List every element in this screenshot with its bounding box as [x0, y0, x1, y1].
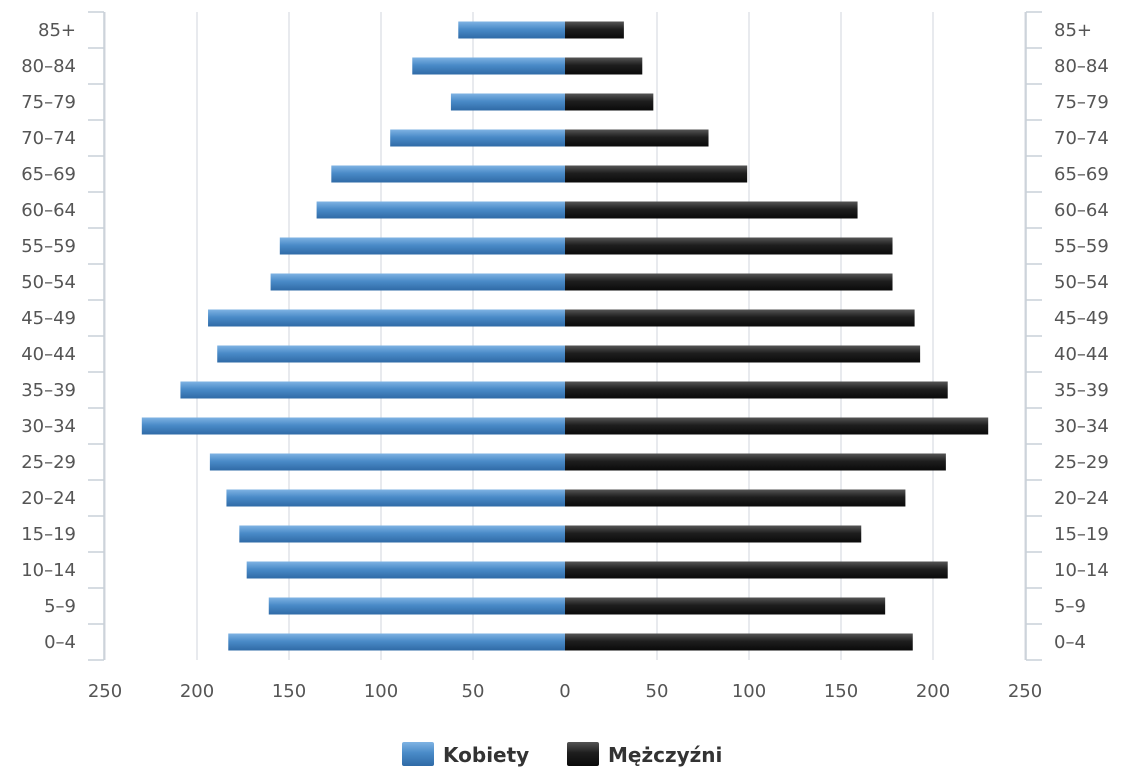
bar-mezczyzni — [565, 309, 915, 327]
age-label-left: 45–49 — [21, 308, 76, 329]
age-label-left: 15–19 — [21, 524, 76, 545]
age-label-left: 80–84 — [21, 56, 76, 77]
bar-mezczyzni — [565, 237, 893, 255]
axes — [88, 11, 1042, 661]
age-labels: 0–4 0–4 5–9 5–9 10–14 10–14 15–19 15–19 20–24 20–… — [21, 20, 1109, 653]
age-label-right: 5–9 — [1054, 596, 1086, 617]
bar-kobiety — [450, 93, 565, 111]
bar-kobiety — [331, 165, 565, 183]
bar-kobiety — [246, 561, 565, 579]
age-label-right: 20–24 — [1054, 488, 1109, 509]
age-label-right: 30–34 — [1054, 416, 1109, 437]
bars — [141, 21, 989, 651]
bar-mezczyzni — [565, 273, 893, 291]
age-label-left: 35–39 — [21, 380, 76, 401]
x-tick-label: 200 — [916, 681, 950, 702]
bar-kobiety — [141, 417, 566, 435]
x-tick-label: 150 — [272, 681, 306, 702]
age-label-left: 40–44 — [21, 344, 76, 365]
bar-kobiety — [270, 273, 565, 291]
legend: Kobiety Mężczyźni — [402, 742, 722, 767]
bar-mezczyzni — [565, 417, 989, 435]
age-label-right: 10–14 — [1054, 560, 1109, 581]
age-label-left: 55–59 — [21, 236, 76, 257]
age-label-right: 55–59 — [1054, 236, 1109, 257]
age-label-left: 10–14 — [21, 560, 76, 581]
age-label-left: 5–9 — [44, 596, 76, 617]
bar-kobiety — [390, 129, 565, 147]
age-label-right: 75–79 — [1054, 92, 1109, 113]
age-label-left: 70–74 — [21, 128, 76, 149]
bar-kobiety — [239, 525, 565, 543]
bar-mezczyzni — [565, 381, 948, 399]
age-label-right: 0–4 — [1054, 632, 1086, 653]
gridlines — [104, 12, 1026, 660]
bar-kobiety — [209, 453, 565, 471]
bar-mezczyzni — [565, 345, 921, 363]
bar-mezczyzni — [565, 453, 946, 471]
bar-mezczyzni — [565, 489, 906, 507]
legend-label-mezczyzni: Mężczyźni — [608, 743, 722, 767]
age-label-right: 65–69 — [1054, 164, 1109, 185]
age-label-right: 85+ — [1054, 20, 1092, 41]
age-label-right: 25–29 — [1054, 452, 1109, 473]
bar-mezczyzni — [565, 597, 886, 615]
bar-mezczyzni — [565, 57, 643, 75]
age-label-right: 80–84 — [1054, 56, 1109, 77]
x-tick-label: 50 — [462, 681, 485, 702]
age-label-right: 35–39 — [1054, 380, 1109, 401]
bar-mezczyzni — [565, 633, 913, 651]
bar-kobiety — [412, 57, 565, 75]
x-tick-label: 100 — [364, 681, 398, 702]
bar-kobiety — [228, 633, 565, 651]
bar-kobiety — [279, 237, 565, 255]
x-tick-label: 0 — [559, 681, 570, 702]
x-tick-label: 50 — [646, 681, 669, 702]
legend-swatch-mezczyzni — [567, 742, 599, 766]
age-label-right: 50–54 — [1054, 272, 1109, 293]
bar-kobiety — [226, 489, 565, 507]
age-label-left: 0–4 — [44, 632, 76, 653]
bar-kobiety — [217, 345, 566, 363]
x-tick-label: 100 — [732, 681, 766, 702]
x-tick-label: 150 — [824, 681, 858, 702]
age-label-left: 85+ — [38, 20, 76, 41]
legend-swatch-kobiety — [402, 742, 434, 766]
age-label-right: 45–49 — [1054, 308, 1109, 329]
age-label-left: 25–29 — [21, 452, 76, 473]
bar-mezczyzni — [565, 21, 624, 39]
bar-kobiety — [208, 309, 566, 327]
bar-mezczyzni — [565, 93, 654, 111]
bar-mezczyzni — [565, 201, 858, 219]
age-label-right: 15–19 — [1054, 524, 1109, 545]
bar-mezczyzni — [565, 525, 862, 543]
bar-mezczyzni — [565, 561, 948, 579]
age-label-right: 60–64 — [1054, 200, 1109, 221]
age-label-left: 50–54 — [21, 272, 76, 293]
age-label-left: 75–79 — [21, 92, 76, 113]
bar-kobiety — [180, 381, 565, 399]
x-tick-label: 250 — [1008, 681, 1042, 702]
age-label-left: 30–34 — [21, 416, 76, 437]
age-label-left: 20–24 — [21, 488, 76, 509]
age-label-right: 70–74 — [1054, 128, 1109, 149]
x-tick-labels: 250 200 150 100 50 0 50 100 150 200 250 — [88, 681, 1042, 702]
age-label-left: 60–64 — [21, 200, 76, 221]
bar-mezczyzni — [565, 165, 748, 183]
age-label-left: 65–69 — [21, 164, 76, 185]
bar-kobiety — [316, 201, 565, 219]
bar-kobiety — [268, 597, 565, 615]
x-tick-label: 250 — [88, 681, 122, 702]
age-label-right: 40–44 — [1054, 344, 1109, 365]
legend-label-kobiety: Kobiety — [443, 743, 529, 767]
bar-mezczyzni — [565, 129, 709, 147]
x-tick-label: 200 — [180, 681, 214, 702]
bar-kobiety — [458, 21, 565, 39]
